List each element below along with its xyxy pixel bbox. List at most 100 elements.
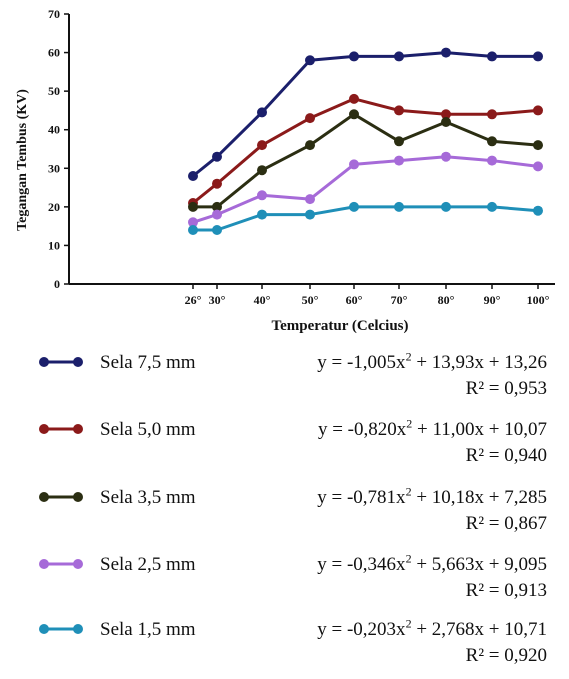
data-point: [305, 113, 315, 124]
series-2: [188, 109, 543, 212]
data-point: [533, 51, 543, 62]
series-3: [188, 151, 543, 228]
series-line: [193, 205, 539, 232]
legend-swatch-sela-5-0: [39, 424, 83, 434]
y-tick-label: 10: [48, 238, 60, 252]
data-point: [257, 165, 267, 176]
data-point: [188, 171, 198, 181]
data-point: [188, 225, 198, 235]
legend-swatch-sela-3-5: [39, 492, 83, 502]
data-point: [487, 109, 497, 120]
data-point: [188, 217, 198, 228]
series-line: [192, 97, 539, 205]
x-tick-label: 80°: [438, 293, 455, 307]
legend-label: Sela 1,5 mm: [100, 619, 196, 640]
legend-r-squared: R² = 0,940: [465, 445, 547, 466]
legend-label: Sela 7,5 mm: [100, 352, 196, 373]
data-point: [305, 140, 315, 151]
x-tick-label: 100°: [527, 293, 550, 307]
data-point: [349, 93, 359, 104]
data-point: [441, 117, 451, 127]
data-point: [487, 136, 497, 147]
data-point: [257, 209, 267, 220]
x-tick-label: 30°: [209, 293, 226, 307]
data-point: [394, 201, 404, 212]
legend-item: Sela 2,5 mm y = -0,346x2 + 5,663x + 9,09…: [0, 551, 569, 614]
legend-r-squared: R² = 0,920: [465, 645, 547, 666]
data-point: [394, 136, 404, 147]
x-tick-label: 60°: [346, 293, 363, 307]
data-point: [487, 51, 497, 62]
data-point: [305, 209, 315, 220]
data-point: [533, 205, 543, 216]
legend-swatch-sela-1-5: [39, 624, 83, 634]
legend-item: Sela 1,5 mm y = -0,203x2 + 2,768x + 10,7…: [0, 616, 569, 679]
data-point: [212, 151, 222, 162]
series-layer: [188, 47, 543, 235]
data-point: [487, 155, 497, 166]
data-point: [533, 105, 543, 116]
data-point: [188, 201, 198, 212]
data-point: [394, 51, 404, 62]
data-point: [533, 161, 543, 172]
y-axis-label: Tegangan Tembus (KV): [15, 89, 30, 231]
data-point: [257, 190, 267, 201]
legend-r-squared: R² = 0,953: [465, 378, 547, 399]
y-tick-label: 70: [48, 7, 60, 21]
legend-swatch-sela-7-5: [39, 357, 83, 367]
y-tick-label: 30: [48, 161, 60, 175]
legend-label: Sela 3,5 mm: [100, 487, 196, 508]
x-tick-label: 26°: [185, 293, 202, 307]
y-tick-label: 0: [54, 277, 60, 291]
legend-item: Sela 5,0 mm y = -0,820x2 + 11,00x + 10,0…: [0, 416, 569, 479]
series-4: [188, 201, 543, 235]
line-chart: 0 10 20 30 40 50 60 70 26° 30° 40° 50° 60° 70° 80° 90°…: [15, 7, 555, 334]
data-point: [394, 105, 404, 116]
legend-equation: y = -1,005x2 + 13,93x + 13,26: [317, 349, 547, 373]
y-tick-label: 60: [48, 46, 60, 60]
data-point: [441, 109, 451, 120]
x-tick-label: 70°: [391, 293, 408, 307]
data-point: [212, 209, 222, 220]
data-point: [257, 140, 267, 151]
y-tick-label: 40: [48, 123, 60, 137]
x-axis-label: Temperatur (Celcius): [271, 318, 408, 334]
legend-r-squared: R² = 0,867: [465, 513, 547, 534]
x-axis: 26° 30° 40° 50° 60° 70° 80° 90° 100°: [69, 283, 555, 307]
data-point: [349, 159, 359, 170]
data-point: [394, 155, 404, 166]
data-point: [487, 201, 497, 212]
legend-equation: y = -0,820x2 + 11,00x + 10,07: [317, 416, 547, 440]
legend-swatch-sela-2-5: [39, 559, 83, 569]
data-point: [305, 55, 315, 66]
x-tick-label: 50°: [302, 293, 319, 307]
data-point: [441, 47, 451, 58]
legend-label: Sela 5,0 mm: [100, 419, 196, 440]
data-point: [305, 194, 315, 205]
x-tick-label: 90°: [484, 293, 501, 307]
data-point: [441, 201, 451, 212]
data-point: [349, 109, 359, 120]
legend-equation: y = -0,203x2 + 2,768x + 10,71: [317, 616, 547, 640]
legend-label: Sela 2,5 mm: [100, 554, 196, 575]
data-point: [349, 51, 359, 62]
data-point: [257, 107, 267, 118]
legend-equation: y = -0,781x2 + 10,18x + 7,285: [317, 484, 547, 508]
series-0: [188, 47, 543, 181]
data-point: [212, 178, 222, 189]
data-point: [441, 151, 451, 162]
x-tick-label: 40°: [254, 293, 271, 307]
legend-item: Sela 7,5 mm y = -1,005x2 + 13,93x + 13,2…: [0, 349, 569, 412]
y-axis: 0 10 20 30 40 50 60 70: [48, 7, 70, 291]
series-1: [188, 93, 543, 208]
legend-r-squared: R² = 0,913: [465, 580, 547, 601]
legend-item: Sela 3,5 mm y = -0,781x2 + 10,18x + 7,28…: [0, 484, 569, 547]
y-tick-label: 20: [48, 200, 60, 214]
data-point: [212, 201, 222, 212]
y-tick-label: 50: [48, 84, 60, 98]
data-point: [349, 201, 359, 212]
series-line: [192, 155, 539, 224]
data-point: [533, 140, 543, 151]
data-point: [212, 225, 222, 235]
legend-equation: y = -0,346x2 + 5,663x + 9,095: [317, 551, 547, 575]
